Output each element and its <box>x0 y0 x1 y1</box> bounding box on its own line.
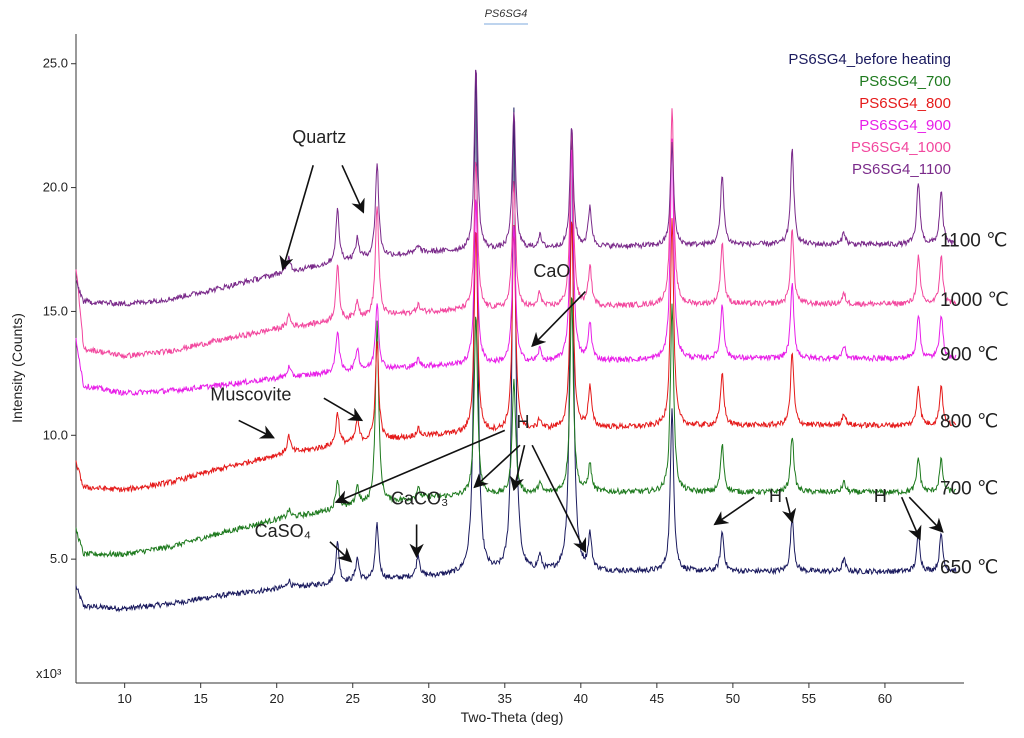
phase-annotation: H <box>769 486 782 506</box>
annotation-arrow <box>782 497 797 524</box>
legend-entry: PS6SG4_1000 <box>851 139 951 156</box>
x-tick-label: 35 <box>498 691 512 706</box>
annotation-arrow <box>531 444 587 554</box>
phase-annotation: Quartz <box>292 127 346 147</box>
x-tick-label: 60 <box>878 691 892 706</box>
axis-ticks: 10 15 20 25 30 35 40 45 50 55 60 5.0 10.0 15.0 20.0 25.… <box>43 56 892 706</box>
x-tick-label: 25 <box>346 691 360 706</box>
series-line <box>75 108 957 360</box>
y-tick-label: 25.0 <box>43 56 68 71</box>
legend-entry: PS6SG4_before heating <box>788 51 951 68</box>
temperature-label: 700 ℃ <box>940 478 998 499</box>
annotation-arrow <box>713 496 755 526</box>
y-tick-label: 15.0 <box>43 303 68 318</box>
legend-entry: PS6SG4_900 <box>859 117 951 134</box>
temperature-label: 650 ℃ <box>940 558 998 579</box>
phase-annotation: CaSO₄ <box>255 521 311 541</box>
phase-annotation: CaCO₃ <box>391 489 448 509</box>
series-line <box>75 69 957 307</box>
legend-entry: PS6SG4_700 <box>859 73 951 90</box>
legend-entry: PS6SG4_800 <box>859 95 951 112</box>
y-tick-label: 5.0 <box>50 551 68 566</box>
y-axis-label: Intensity (Counts) <box>9 313 25 423</box>
plot-frame <box>75 34 964 684</box>
x-tick-label: 20 <box>269 691 283 706</box>
series-layer <box>75 69 957 613</box>
phase-annotation: CaO <box>533 261 570 281</box>
annotation-arrow <box>279 165 314 271</box>
legend-entry: PS6SG4_1100 <box>852 161 951 178</box>
x-tick-label: 10 <box>117 691 131 706</box>
annotation-arrow <box>531 291 586 348</box>
y-multiplier-label: x10³ <box>36 666 62 681</box>
series-line <box>75 70 957 613</box>
temperature-label: 1000 ℃ <box>940 290 1009 311</box>
x-tick-label: 45 <box>650 691 664 706</box>
x-tick-label: 55 <box>802 691 816 706</box>
series-line <box>75 218 957 493</box>
series-line <box>75 138 957 397</box>
annotation-arrow <box>473 444 521 489</box>
series-line <box>75 296 957 559</box>
x-axis-label: Two-Theta (deg) <box>461 709 564 725</box>
x-tick-label: 30 <box>422 691 436 706</box>
phase-annotation: H <box>517 412 530 432</box>
annotation-arrow <box>329 541 353 563</box>
annotation-arrow <box>238 419 275 439</box>
annotation-arrow <box>323 397 364 422</box>
temperature-label: 900 ℃ <box>940 345 998 366</box>
annotation-arrow <box>900 496 922 541</box>
annotation-layer: 650 ℃ 700 ℃ 800 ℃ 900 ℃ 1000 ℃ 1100 ℃ Quartz Ca… <box>210 127 1009 579</box>
x-tick-label: 40 <box>574 691 588 706</box>
temperature-label: 1100 ℃ <box>940 231 1007 252</box>
chart-title: PS6SG4 <box>485 8 528 20</box>
annotation-arrow <box>334 429 506 504</box>
annotation-arrow <box>908 496 944 533</box>
annotation-arrow <box>341 164 365 214</box>
x-tick-label: 50 <box>726 691 740 706</box>
phase-annotation: Muscovite <box>210 385 291 405</box>
temperature-label: 800 ℃ <box>940 411 998 432</box>
y-tick-label: 20.0 <box>43 180 68 195</box>
annotation-arrow <box>509 445 526 492</box>
x-tick-label: 15 <box>193 691 207 706</box>
y-tick-label: 10.0 <box>43 427 68 442</box>
phase-annotation: H <box>874 486 887 506</box>
legend: PS6SG4_before heating PS6SG4_700 PS6SG4_80… <box>788 51 951 178</box>
